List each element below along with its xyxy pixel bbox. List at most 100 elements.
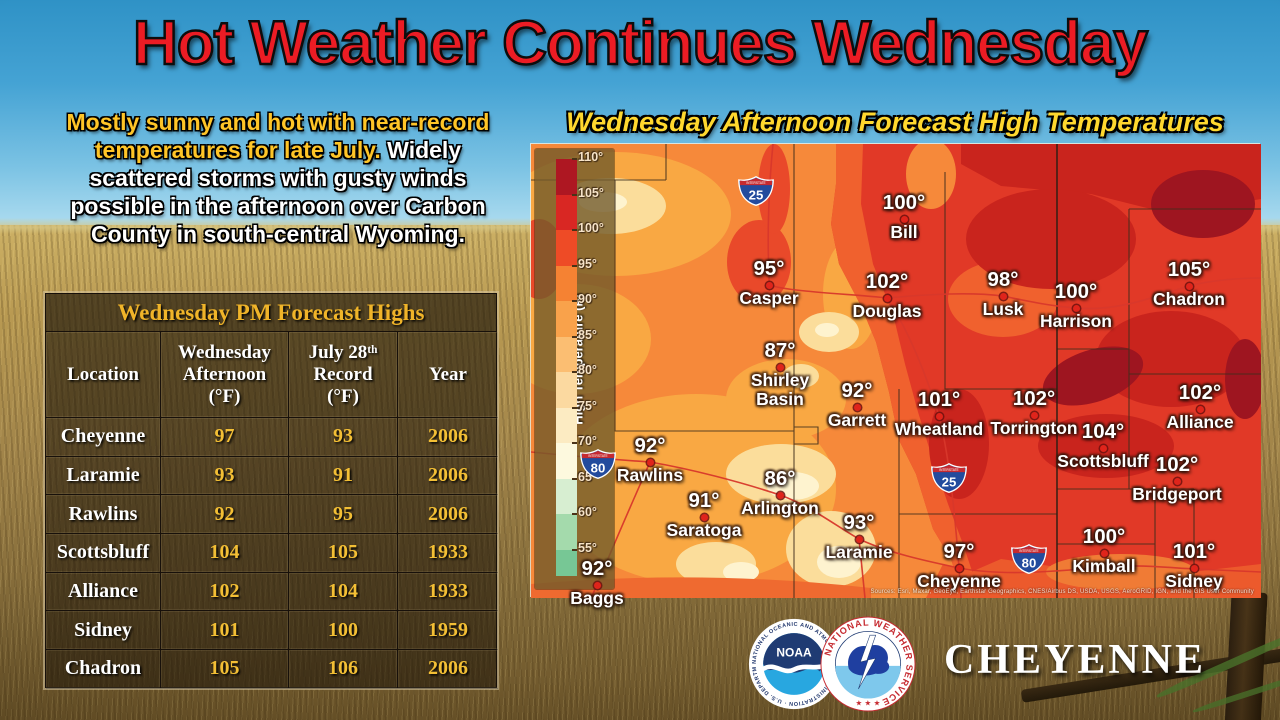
city-dot bbox=[900, 215, 908, 223]
city-dot bbox=[935, 412, 943, 420]
table-body: Cheyenne 97 93 2006 Laramie 93 91 2006 Rawlins 92… bbox=[46, 418, 498, 689]
table-cell: 1933 bbox=[398, 572, 498, 612]
intro-line: Mostly sunny and hot with near-record bbox=[48, 108, 508, 136]
svg-text:80: 80 bbox=[1022, 555, 1037, 570]
table-header-cell: Location bbox=[46, 332, 161, 418]
legend-tick-label: 100° bbox=[572, 221, 604, 235]
noaa-logo: NATIONAL OCEANIC AND ATMOSPHERIC ADMINIS… bbox=[745, 614, 840, 715]
city-temp-label: 92° bbox=[634, 434, 666, 457]
table-cell: Laramie bbox=[46, 456, 161, 496]
forecast-table-title: Wednesday PM Forecast Highs bbox=[46, 294, 496, 332]
svg-text:INTERSTATE: INTERSTATE bbox=[588, 454, 607, 458]
city-name-label: Kimball bbox=[1072, 556, 1136, 576]
legend-color-segment bbox=[556, 301, 577, 337]
legend-tick-label: 60° bbox=[572, 505, 597, 519]
city-name-label: Torrington bbox=[990, 418, 1078, 438]
intro-segment: Mostly sunny and hot with near-record bbox=[66, 109, 490, 135]
map-title: Wednesday Afternoon Forecast High Temper… bbox=[566, 107, 1224, 137]
city-name-label: Rawlins bbox=[616, 465, 684, 485]
city-temp-label: 101° bbox=[1172, 540, 1216, 563]
city-dot bbox=[1173, 477, 1181, 485]
table-cell: 106 bbox=[289, 650, 398, 689]
interstate-25-shield: INTERSTATE 25 bbox=[737, 175, 775, 207]
table-cell: Scottsbluff bbox=[46, 534, 161, 573]
city-dot bbox=[955, 564, 963, 572]
city-name-label: Cheyenne bbox=[917, 571, 1001, 591]
legend-tick-label: 85° bbox=[572, 327, 597, 342]
table-cell: Alliance bbox=[46, 572, 161, 612]
intro-segment: County in south-central Wyoming. bbox=[91, 221, 465, 247]
table-cell: 2006 bbox=[398, 495, 498, 535]
city-dot bbox=[1185, 282, 1193, 290]
table-row: Scottsbluff 104 105 1933 bbox=[46, 534, 498, 573]
table-cell: 97 bbox=[161, 418, 289, 457]
svg-text:25: 25 bbox=[942, 474, 957, 489]
table-cell: 1959 bbox=[398, 611, 498, 651]
svg-text:INTERSTATE: INTERSTATE bbox=[939, 468, 958, 472]
city-name-label: Lusk bbox=[982, 299, 1024, 319]
table-row: Cheyenne 97 93 2006 bbox=[46, 418, 498, 457]
legend-color-segment bbox=[556, 336, 577, 372]
city-dot bbox=[700, 513, 708, 521]
city-dot bbox=[1030, 411, 1038, 419]
city-dot bbox=[1190, 564, 1198, 572]
city-temp-label: 102° bbox=[1178, 381, 1222, 404]
table-header-cell: Wednesday Afternoon (°F) bbox=[161, 332, 289, 418]
city-dot bbox=[1099, 444, 1107, 452]
svg-text:80: 80 bbox=[591, 460, 606, 475]
city-temp-label: 98° bbox=[987, 268, 1019, 291]
legend-color-segment bbox=[556, 549, 577, 576]
intro-text: Mostly sunny and hot with near-record tem… bbox=[48, 108, 508, 248]
city-dot bbox=[855, 535, 863, 543]
legend-color-segment bbox=[556, 265, 577, 301]
city-temp-label: 92° bbox=[841, 379, 873, 402]
intro-line: temperatures for late July. Widely bbox=[48, 136, 508, 164]
city-name-label: Casper bbox=[739, 288, 799, 308]
table-cell: 93 bbox=[289, 418, 398, 457]
city-name-label: Scottsbluff bbox=[1057, 451, 1149, 471]
city-name-label: Bill bbox=[890, 222, 918, 242]
svg-text:★ ★ ★: ★ ★ ★ bbox=[856, 698, 881, 707]
city-temp-label: 100° bbox=[1082, 525, 1126, 548]
table-cell: 1933 bbox=[398, 534, 498, 573]
intro-segment: temperatures for late July. bbox=[94, 137, 381, 163]
legend-color-segment bbox=[556, 372, 577, 408]
forecast-map: High Temperature (F) 110° 105° 100° 95° 90° 8… bbox=[530, 143, 1261, 608]
city-name-label: Wheatland bbox=[894, 419, 984, 439]
legend-tick-label: 90° bbox=[572, 292, 597, 306]
city-dot bbox=[1072, 304, 1080, 312]
table-cell: 2006 bbox=[398, 650, 498, 689]
city-name-label: Arlington bbox=[741, 498, 819, 518]
city-temp-label: 95° bbox=[753, 257, 785, 280]
legend-tick-label: 105° bbox=[572, 185, 604, 200]
city-dot bbox=[765, 281, 773, 289]
svg-text:NOAA: NOAA bbox=[776, 646, 812, 660]
table-cell: 91 bbox=[289, 456, 398, 496]
table-cell: 101 bbox=[161, 611, 289, 651]
svg-text:25: 25 bbox=[749, 187, 764, 202]
legend-color-segment bbox=[556, 443, 577, 479]
table-cell: 95 bbox=[289, 495, 398, 535]
city-temp-label: 86° bbox=[764, 467, 796, 490]
city-name-label: Alliance bbox=[1166, 412, 1234, 432]
table-cell: 100 bbox=[289, 611, 398, 651]
city-name-label: Shirley Basin bbox=[750, 370, 810, 409]
table-cell: 2006 bbox=[398, 456, 498, 496]
table-row: Rawlins 92 95 2006 bbox=[46, 495, 498, 535]
city-dot bbox=[883, 294, 891, 302]
intro-line: possible in the afternoon over Carbon bbox=[48, 192, 508, 220]
interstate-80-shield: INTERSTATE 80 bbox=[579, 448, 617, 480]
temperature-legend: High Temperature (F) 110° 105° 100° 95° 90° 8… bbox=[535, 149, 614, 589]
intro-line: County in south-central Wyoming. bbox=[48, 220, 508, 248]
city-temp-label: 105° bbox=[1167, 258, 1211, 281]
city-temp-label: 104° bbox=[1081, 420, 1125, 443]
city-name-label: Douglas bbox=[852, 301, 922, 321]
legend-tick-label: 95° bbox=[572, 256, 597, 271]
city-name-label: Garrett bbox=[827, 410, 887, 430]
table-cell: 105 bbox=[161, 650, 289, 689]
table-cell: Rawlins bbox=[46, 495, 161, 535]
temperature-contours bbox=[531, 144, 1261, 598]
legend-tick-label: 80° bbox=[572, 363, 597, 377]
city-dot bbox=[1100, 549, 1108, 557]
